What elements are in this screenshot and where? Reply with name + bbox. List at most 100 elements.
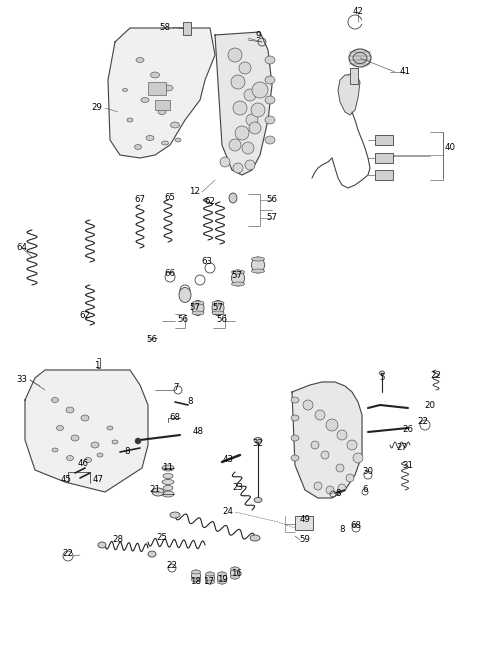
Text: 31: 31	[403, 460, 413, 470]
Text: 8: 8	[339, 525, 345, 534]
Circle shape	[251, 103, 265, 117]
Circle shape	[135, 438, 141, 444]
Polygon shape	[215, 32, 272, 175]
Ellipse shape	[161, 141, 168, 145]
Ellipse shape	[217, 580, 227, 584]
Text: 21: 21	[149, 485, 160, 495]
Text: 67: 67	[134, 195, 145, 204]
Ellipse shape	[170, 512, 180, 518]
Ellipse shape	[91, 442, 99, 448]
Text: 18: 18	[191, 578, 202, 586]
Ellipse shape	[141, 98, 149, 102]
Circle shape	[338, 484, 346, 492]
Bar	[375, 170, 393, 180]
Ellipse shape	[291, 397, 299, 403]
Text: 46: 46	[77, 458, 88, 468]
Text: 40: 40	[444, 143, 456, 153]
Text: 30: 30	[362, 468, 373, 476]
Ellipse shape	[127, 118, 133, 122]
Text: 22: 22	[418, 417, 429, 426]
Ellipse shape	[192, 570, 201, 574]
Ellipse shape	[162, 479, 174, 485]
Text: 62: 62	[204, 198, 216, 206]
Ellipse shape	[152, 488, 164, 496]
Bar	[155, 100, 170, 110]
Circle shape	[242, 142, 254, 154]
Ellipse shape	[192, 311, 204, 315]
Circle shape	[245, 160, 255, 170]
Ellipse shape	[254, 438, 262, 443]
Ellipse shape	[252, 269, 264, 273]
Text: 41: 41	[399, 67, 410, 77]
Text: 57: 57	[190, 303, 201, 312]
Text: 57: 57	[231, 271, 242, 280]
Bar	[375, 135, 393, 145]
Polygon shape	[338, 72, 360, 115]
Text: 45: 45	[60, 476, 72, 485]
Ellipse shape	[212, 301, 224, 305]
Text: 56: 56	[266, 195, 277, 204]
Circle shape	[311, 441, 319, 449]
Circle shape	[252, 82, 268, 98]
Text: 20: 20	[424, 400, 435, 409]
Text: 16: 16	[231, 569, 242, 578]
Circle shape	[233, 163, 243, 173]
Ellipse shape	[175, 138, 181, 142]
Text: 56: 56	[178, 316, 189, 324]
Text: 8: 8	[124, 447, 130, 457]
Ellipse shape	[291, 415, 299, 421]
Ellipse shape	[51, 398, 59, 403]
Text: 1: 1	[94, 360, 100, 369]
Polygon shape	[292, 382, 362, 498]
Text: 8: 8	[187, 398, 193, 407]
Text: 42: 42	[352, 7, 363, 16]
Text: 24: 24	[223, 508, 233, 517]
Circle shape	[220, 157, 230, 167]
Text: 27: 27	[396, 443, 408, 453]
Text: 49: 49	[300, 515, 311, 525]
Text: 9: 9	[255, 31, 261, 41]
Ellipse shape	[217, 572, 227, 584]
Circle shape	[326, 486, 334, 494]
Text: 47: 47	[93, 476, 104, 485]
Circle shape	[246, 114, 258, 126]
Ellipse shape	[66, 407, 74, 413]
Text: 22: 22	[431, 371, 442, 381]
Circle shape	[249, 122, 261, 134]
Ellipse shape	[252, 257, 264, 273]
Text: 26: 26	[403, 426, 413, 434]
Ellipse shape	[380, 371, 384, 375]
Text: 22: 22	[62, 548, 73, 557]
Text: 17: 17	[204, 578, 215, 586]
Ellipse shape	[231, 282, 244, 286]
Ellipse shape	[250, 535, 260, 541]
Ellipse shape	[71, 435, 79, 441]
Text: 65: 65	[165, 193, 176, 202]
Circle shape	[239, 62, 251, 74]
Bar	[148, 82, 166, 95]
Ellipse shape	[134, 145, 142, 149]
Text: 63: 63	[202, 257, 213, 267]
Ellipse shape	[151, 72, 159, 78]
Text: 66: 66	[165, 269, 176, 278]
Text: 5: 5	[379, 373, 385, 383]
Text: 25: 25	[156, 533, 168, 542]
Ellipse shape	[179, 288, 191, 303]
Ellipse shape	[231, 270, 244, 286]
Circle shape	[235, 126, 249, 140]
Ellipse shape	[98, 542, 106, 548]
Ellipse shape	[212, 311, 224, 315]
Text: 62: 62	[80, 310, 91, 320]
Ellipse shape	[81, 415, 89, 421]
Text: 58: 58	[159, 22, 170, 31]
Text: 68: 68	[350, 521, 361, 529]
Text: 7: 7	[173, 383, 179, 392]
Ellipse shape	[163, 485, 173, 491]
Text: 56: 56	[216, 316, 228, 324]
Ellipse shape	[265, 96, 275, 104]
Text: 19: 19	[216, 576, 228, 584]
Ellipse shape	[231, 270, 244, 274]
Ellipse shape	[205, 572, 215, 576]
Text: 8: 8	[335, 489, 341, 498]
Text: 11: 11	[163, 464, 173, 472]
